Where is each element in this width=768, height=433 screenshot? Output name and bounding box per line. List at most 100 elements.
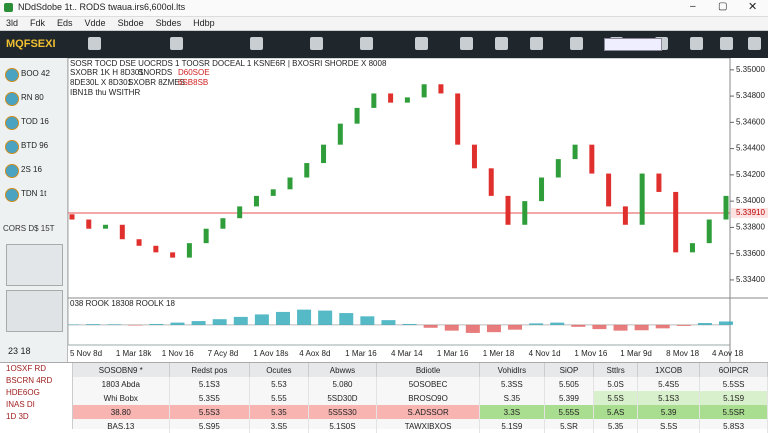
sidebar-item[interactable]: RN 80 <box>3 90 63 108</box>
plot-background <box>68 58 731 346</box>
oscillator-bar <box>592 324 607 330</box>
menu-item[interactable]: Sbdes <box>155 18 182 28</box>
candle <box>388 93 394 103</box>
x-tick-label: 4 Mar 14 <box>391 349 423 358</box>
table-cell: 5.5S <box>593 391 639 405</box>
candle <box>103 224 109 229</box>
column-header: SOSOBN9 * <box>73 363 170 377</box>
column-header: SiOP <box>544 363 595 377</box>
toolbar-button[interactable] <box>530 37 543 50</box>
oscillator-title: 038 ROOK 18308 ROOLK 18 <box>70 299 176 308</box>
chart-header: SNORDS <box>138 68 172 77</box>
table-cell: 5.5SR <box>699 405 768 419</box>
candle <box>203 228 209 244</box>
oscillator-bar <box>149 323 164 325</box>
toolbar-button[interactable] <box>748 37 761 50</box>
tree-item: INAS DI <box>6 400 35 409</box>
candle <box>539 177 545 202</box>
sidebar-item[interactable]: 2S 16 <box>3 162 63 180</box>
app-icon <box>4 3 13 12</box>
table-cell: 38.80 <box>73 405 170 419</box>
oscillator-bar <box>233 316 248 325</box>
table-cell: 5.8S3 <box>699 419 768 433</box>
menu-item[interactable]: Sbdoe <box>117 18 144 28</box>
sidebar-item[interactable]: TDN 1t <box>3 186 63 204</box>
candle <box>69 214 75 220</box>
chart-header: SXOBR 8ZMES <box>128 78 185 87</box>
column-header: Sttlrs <box>593 363 639 377</box>
oscillator-bar <box>254 314 269 325</box>
x-tick-label: 1 Aov 18s <box>253 349 288 358</box>
oscillator-bar <box>275 311 290 325</box>
current-price-label: 5.33910 <box>736 208 765 217</box>
y-tick-label: 5.35000 <box>736 65 765 74</box>
table-cell: 1803 Abda <box>73 377 170 391</box>
table-cell: S.35 <box>479 391 545 405</box>
chart-header: IBN1B thu WSITHR <box>70 88 140 97</box>
sidebar-item[interactable]: BOO 42 <box>3 66 63 84</box>
menu-item[interactable]: Vdde <box>84 18 106 28</box>
table-cell: 3.S5 <box>249 419 309 433</box>
menu-item[interactable]: Hdbp <box>193 18 215 28</box>
oscillator-bar <box>86 324 101 325</box>
menu-item[interactable]: 3ld <box>6 18 19 28</box>
x-tick-label: 1 Nov 16 <box>162 349 195 358</box>
toolbar: MQFSEXI <box>0 31 768 58</box>
table-cell: 5.SR <box>544 419 595 433</box>
tree-item: 1D 3D <box>6 412 29 421</box>
toolbar-button[interactable] <box>570 37 583 50</box>
table-row[interactable]: BAS.13 5.S95 3.S5 5.1S0S TAWXIBXOS 5.1S9 5.SR 5… <box>73 419 768 433</box>
table-cell: 5S5S30 <box>308 405 378 419</box>
oscillator-bar <box>655 324 670 329</box>
table-cell: 5.1S0S <box>308 419 378 433</box>
candle <box>522 201 528 225</box>
menu-item[interactable]: Eds <box>57 18 73 28</box>
close-button[interactable]: ✕ <box>748 1 758 13</box>
sidebar-label: TOD 16 <box>21 117 49 126</box>
candle <box>321 144 327 164</box>
table-row[interactable]: 38.80 5.5S3 5.35 5S5S30 S.ADSSOR 3.3S 5.55S 5.A… <box>73 405 768 419</box>
sidebar-label: TDN 1t <box>21 189 47 198</box>
candle <box>689 243 695 253</box>
oscillator-bar <box>297 309 312 325</box>
toolbar-button[interactable] <box>88 37 101 50</box>
column-header: Bdiotle <box>376 363 480 377</box>
maximize-button[interactable]: ▢ <box>718 1 728 12</box>
minimize-button[interactable]: – <box>690 1 696 12</box>
chart-header: SOSR TOCD DSE UOCRDS 1 TOOSR DOCEAL 1 KS… <box>70 59 387 68</box>
oscillator-bar <box>191 321 206 325</box>
sidebar-icon <box>5 140 19 154</box>
account-tree: 1OSXF RD BSCRN 4RD HDE6OG INAS DI 1D 3D <box>0 363 73 429</box>
y-tick-label: 5.34000 <box>736 196 765 205</box>
toolbar-button[interactable] <box>460 37 473 50</box>
table-row[interactable]: Whi Bobx 5.3S5 5.55 5SD30D BROSO9O S.35 5.399 5… <box>73 391 768 405</box>
candle <box>572 144 578 160</box>
sidebar-item[interactable]: TOD 16 <box>3 114 63 132</box>
toolbar-button[interactable] <box>495 37 508 50</box>
toolbar-button[interactable] <box>690 37 703 50</box>
x-tick-label: 7 Acy 8d <box>208 349 239 358</box>
candle <box>639 173 645 225</box>
x-tick-label: 1 Mar 18k <box>116 349 153 358</box>
oscillator-bar <box>676 324 691 326</box>
table-cell: 5.1S9 <box>479 419 545 433</box>
oscillator-bar <box>68 324 79 326</box>
table-row[interactable]: 1803 Abda 5.1S3 5.53 5.080 5OSOBEC 5.3SS 5.505… <box>73 377 768 391</box>
menu-item[interactable]: Fdk <box>30 18 46 28</box>
table-cell: Whi Bobx <box>73 391 170 405</box>
chart-header: 6SB8SB <box>178 78 208 87</box>
candle <box>505 195 511 225</box>
toolbar-button[interactable] <box>170 37 183 50</box>
candle <box>270 189 276 196</box>
quotes-table: SOSOBN9 * Redst pos Ocutes Abwws Bdiotle Vohi… <box>73 363 768 433</box>
toolbar-button[interactable] <box>360 37 373 50</box>
sidebar-item[interactable]: BTD 96 <box>3 138 63 156</box>
toolbar-button[interactable] <box>310 37 323 50</box>
toolbar-button[interactable] <box>415 37 428 50</box>
toolbar-button[interactable] <box>250 37 263 50</box>
oscillator-bar <box>465 324 480 333</box>
toolbar-button[interactable] <box>720 37 733 50</box>
table-cell: TAWXIBXOS <box>376 419 480 433</box>
candle <box>723 195 729 220</box>
menu-bar: 3ld Fdk Eds Vdde Sbdoe Sbdes Hdbp <box>0 17 768 31</box>
